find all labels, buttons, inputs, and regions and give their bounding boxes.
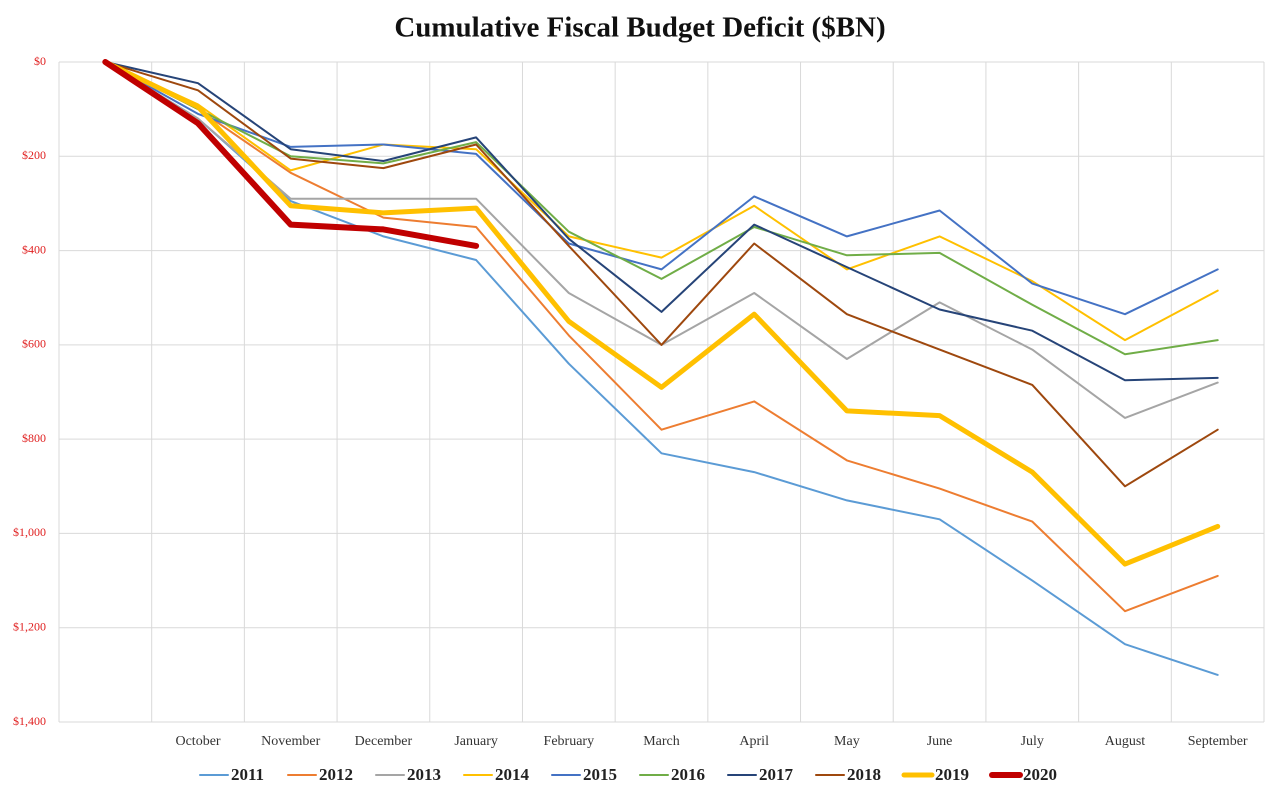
series-line xyxy=(104,61,1219,356)
y-tick-label: $400 xyxy=(22,242,46,256)
legend-label: 2019 xyxy=(935,765,969,784)
x-tick-label: November xyxy=(261,734,320,749)
x-tick-label: June xyxy=(927,734,953,749)
series-line xyxy=(104,61,1219,488)
legend-label: 2016 xyxy=(671,765,705,784)
y-tick-label: $1,000 xyxy=(13,525,46,539)
legend-label: 2013 xyxy=(407,765,441,784)
legend-label: 2017 xyxy=(759,765,794,784)
x-tick-label: September xyxy=(1188,734,1248,749)
y-tick-label: $1,200 xyxy=(13,619,46,633)
legend-label: 2018 xyxy=(847,765,881,784)
y-tick-label: $600 xyxy=(22,337,46,351)
series-line xyxy=(104,61,1219,613)
x-tick-label: January xyxy=(454,734,498,749)
series-line xyxy=(104,61,1219,342)
x-tick-label: May xyxy=(834,734,860,749)
y-tick-label: $0 xyxy=(34,54,46,68)
series-line xyxy=(104,61,1219,419)
legend-label: 2014 xyxy=(495,765,530,784)
legend-label: 2020 xyxy=(1023,765,1057,784)
x-tick-label: July xyxy=(1021,734,1044,749)
series-line xyxy=(104,61,1219,676)
x-tick-label: February xyxy=(544,734,595,749)
legend-label: 2012 xyxy=(319,765,353,784)
x-tick-label: March xyxy=(643,734,680,749)
series-line xyxy=(102,59,1221,567)
series-line xyxy=(104,61,1219,382)
legend-label: 2015 xyxy=(583,765,617,784)
series-line xyxy=(104,61,1219,316)
y-tick-label: $1,400 xyxy=(13,714,46,728)
x-tick-label: December xyxy=(355,734,413,749)
chart-title: Cumulative Fiscal Budget Deficit ($BN) xyxy=(394,12,885,44)
legend-label: 2011 xyxy=(231,765,264,784)
x-tick-label: October xyxy=(175,734,220,749)
y-tick-label: $200 xyxy=(22,148,46,162)
y-tick-label: $800 xyxy=(22,431,46,445)
series-line xyxy=(102,59,480,249)
x-tick-label: April xyxy=(739,734,769,749)
x-tick-label: August xyxy=(1105,734,1146,749)
